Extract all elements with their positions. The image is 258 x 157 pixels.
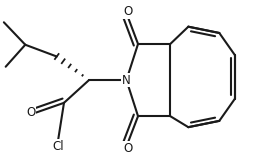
Text: O: O: [26, 106, 35, 119]
Text: N: N: [122, 74, 131, 87]
Text: O: O: [123, 142, 132, 155]
Text: Cl: Cl: [52, 140, 64, 153]
Text: O: O: [123, 5, 132, 18]
